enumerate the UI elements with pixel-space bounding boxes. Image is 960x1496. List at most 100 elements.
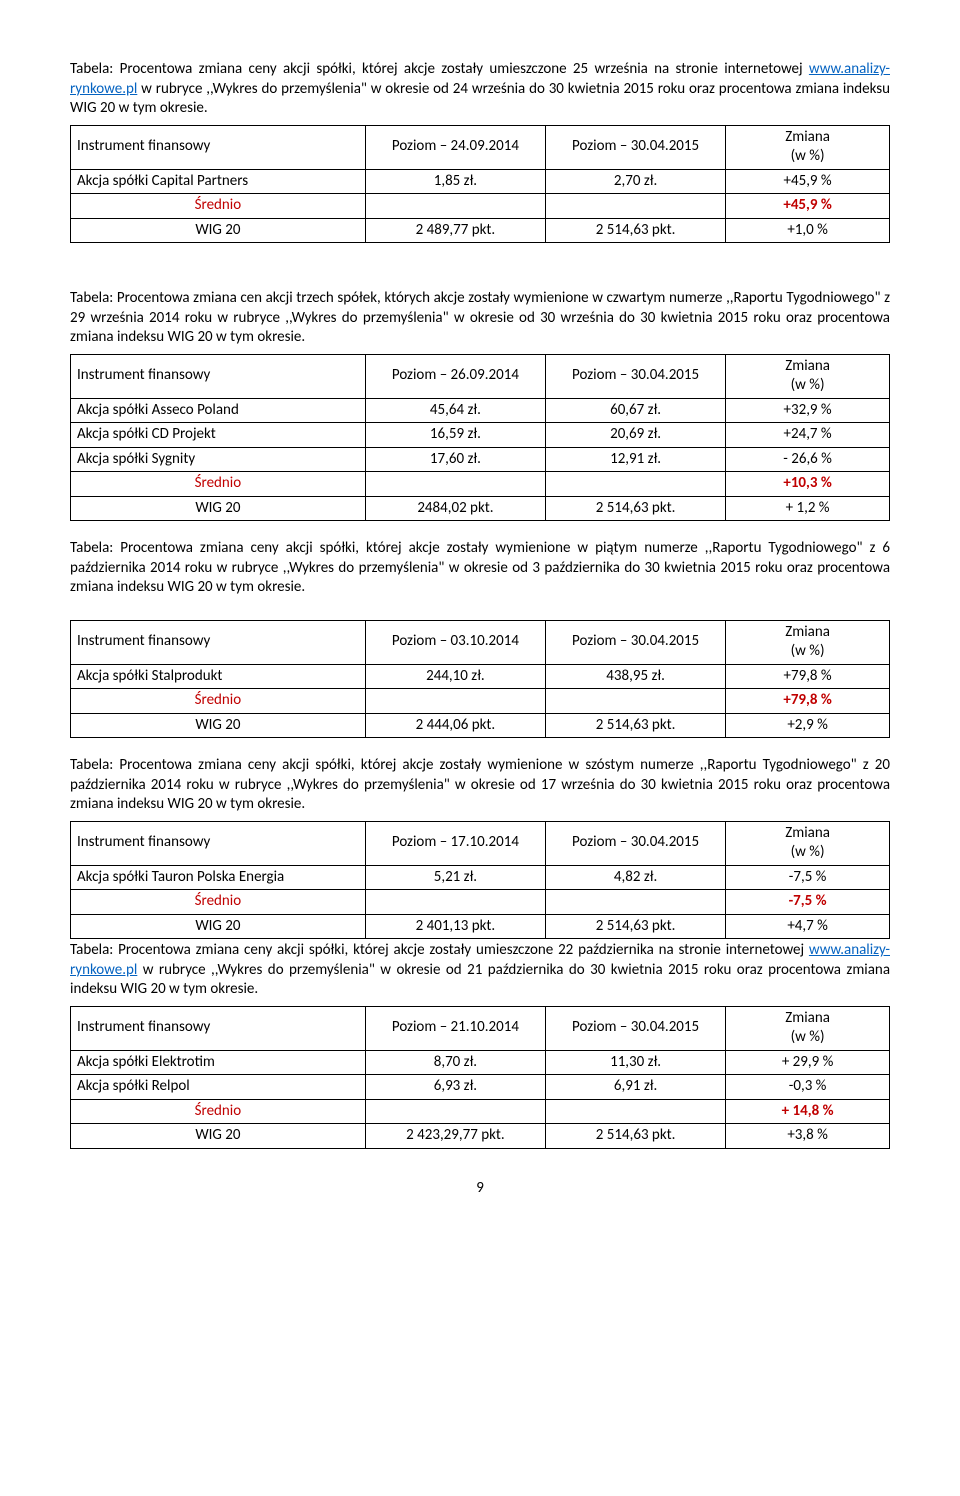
column-header: Poziom – 03.10.2014	[365, 620, 545, 664]
table-cell: 5,21 zł.	[365, 865, 545, 890]
data-table: Instrument finansowyPoziom – 21.10.2014P…	[70, 1006, 890, 1149]
table-cell: + 29,9 %	[726, 1050, 890, 1075]
wig-row: WIG 202484,02 pkt.2 514,63 pkt.+ 1,2 %	[71, 496, 890, 521]
table-cell: Akcja spółki Elektrotim	[71, 1050, 366, 1075]
table-cell: - 26,6 %	[726, 447, 890, 472]
srednio-label: Średnio	[71, 1099, 366, 1124]
table-cell: +4,7 %	[726, 914, 890, 939]
table-cell: +2,9 %	[726, 713, 890, 738]
table-cell: Akcja spółki Asseco Poland	[71, 398, 366, 423]
srednio-row: Średnio +10,3 %	[71, 472, 890, 497]
table-cell: 12,91 zł.	[546, 447, 726, 472]
table-cell: +32,9 %	[726, 398, 890, 423]
table-cell: Akcja spółki Stalprodukt	[71, 664, 366, 689]
table-cell: 2 423,29,77 pkt.	[365, 1124, 545, 1149]
srednio-label: Średnio	[71, 472, 366, 497]
srednio-row: Średnio + 14,8 %	[71, 1099, 890, 1124]
table-cell: Akcja spółki Sygnity	[71, 447, 366, 472]
table-row: Akcja spółki Sygnity17,60 zł.12,91 zł.- …	[71, 447, 890, 472]
column-header: Poziom – 30.04.2015	[546, 354, 726, 398]
table-intro: Tabela: Procentowa zmiana ceny akcji spó…	[70, 539, 890, 598]
column-header: Poziom – 24.09.2014	[365, 125, 545, 169]
table-cell: 11,30 zł.	[546, 1050, 726, 1075]
column-header: Poziom – 26.09.2014	[365, 354, 545, 398]
table-cell: 6,91 zł.	[546, 1075, 726, 1100]
column-header: Zmiana(w %)	[726, 1006, 890, 1050]
table-cell: 1,85 zł.	[365, 169, 545, 194]
table-cell: WIG 20	[71, 218, 366, 243]
table-row: Akcja spółki Tauron Polska Energia5,21 z…	[71, 865, 890, 890]
table-cell: 2,70 zł.	[546, 169, 726, 194]
table-cell: 2 514,63 pkt.	[546, 218, 726, 243]
table-cell: -7,5 %	[726, 865, 890, 890]
column-header: Poziom – 30.04.2015	[546, 821, 726, 865]
table-cell: 2 514,63 pkt.	[546, 713, 726, 738]
srednio-label: Średnio	[71, 689, 366, 714]
table-row: Akcja spółki Capital Partners1,85 zł.2,7…	[71, 169, 890, 194]
column-header: Instrument finansowy	[71, 821, 366, 865]
column-header: Poziom – 17.10.2014	[365, 821, 545, 865]
table-cell: WIG 20	[71, 1124, 366, 1149]
table-cell: 2 444,06 pkt.	[365, 713, 545, 738]
table-intro: Tabela: Procentowa zmiana cen akcji trze…	[70, 289, 890, 348]
table-row: Akcja spółki Elektrotim8,70 zł.11,30 zł.…	[71, 1050, 890, 1075]
table-cell: 6,93 zł.	[365, 1075, 545, 1100]
table-intro: Tabela: Procentowa zmiana ceny akcji spó…	[70, 60, 890, 119]
table-cell: 2 401,13 pkt.	[365, 914, 545, 939]
column-header: Poziom – 30.04.2015	[546, 1006, 726, 1050]
column-header: Instrument finansowy	[71, 354, 366, 398]
table-cell: WIG 20	[71, 914, 366, 939]
column-header: Poziom – 30.04.2015	[546, 125, 726, 169]
srednio-row: Średnio +45,9 %	[71, 194, 890, 219]
table-cell: 2484,02 pkt.	[365, 496, 545, 521]
srednio-row: Średnio-7,5 %	[71, 890, 890, 915]
table-cell: WIG 20	[71, 496, 366, 521]
table-cell: -0,3 %	[726, 1075, 890, 1100]
srednio-value: +10,3 %	[726, 472, 890, 497]
table-cell: WIG 20	[71, 713, 366, 738]
table-cell: +79,8 %	[726, 664, 890, 689]
table-cell: 2 514,63 pkt.	[546, 496, 726, 521]
table-cell: 438,95 zł.	[546, 664, 726, 689]
data-table: Instrument finansowyPoziom – 03.10.2014P…	[70, 620, 890, 739]
column-header: Zmiana(w %)	[726, 620, 890, 664]
column-header: Zmiana(w %)	[726, 821, 890, 865]
table-intro: Tabela: Procentowa zmiana ceny akcji spó…	[70, 941, 890, 1000]
table-cell: 2 489,77 pkt.	[365, 218, 545, 243]
table-cell: + 1,2 %	[726, 496, 890, 521]
table-intro: Tabela: Procentowa zmiana ceny akcji spó…	[70, 756, 890, 815]
srednio-value: -7,5 %	[726, 890, 890, 915]
column-header: Zmiana(w %)	[726, 125, 890, 169]
link-analizy-rynkowe[interactable]: www.analizy-rynkowe.pl	[70, 941, 890, 979]
page-number: 9	[70, 1179, 890, 1199]
data-table: Instrument finansowyPoziom – 24.09.2014P…	[70, 125, 890, 244]
table-cell: +1,0 %	[726, 218, 890, 243]
srednio-label: Średnio	[71, 194, 366, 219]
table-cell: 45,64 zł.	[365, 398, 545, 423]
table-row: Akcja spółki CD Projekt16,59 zł.20,69 zł…	[71, 423, 890, 448]
table-cell: Akcja spółki Tauron Polska Energia	[71, 865, 366, 890]
table-row: Akcja spółki Asseco Poland45,64 zł.60,67…	[71, 398, 890, 423]
table-row: Akcja spółki Stalprodukt244,10 zł.438,95…	[71, 664, 890, 689]
column-header: Zmiana(w %)	[726, 354, 890, 398]
column-header: Instrument finansowy	[71, 620, 366, 664]
table-cell: 60,67 zł.	[546, 398, 726, 423]
srednio-value: +45,9 %	[726, 194, 890, 219]
table-cell: Akcja spółki CD Projekt	[71, 423, 366, 448]
table-cell: 2 514,63 pkt.	[546, 914, 726, 939]
srednio-value: + 14,8 %	[726, 1099, 890, 1124]
srednio-value: +79,8 %	[726, 689, 890, 714]
table-cell: 16,59 zł.	[365, 423, 545, 448]
table-cell: Akcja spółki Relpol	[71, 1075, 366, 1100]
srednio-row: Średnio +79,8 %	[71, 689, 890, 714]
table-cell: 20,69 zł.	[546, 423, 726, 448]
data-table: Instrument finansowyPoziom – 17.10.2014P…	[70, 821, 890, 940]
wig-row: WIG 202 401,13 pkt.2 514,63 pkt.+4,7 %	[71, 914, 890, 939]
link-analizy-rynkowe[interactable]: www.analizy-rynkowe.pl	[70, 60, 890, 98]
wig-row: WIG 202 444,06 pkt.2 514,63 pkt.+2,9 %	[71, 713, 890, 738]
column-header: Instrument finansowy	[71, 1006, 366, 1050]
wig-row: WIG 202 423,29,77 pkt.2 514,63 pkt.+3,8 …	[71, 1124, 890, 1149]
table-cell: 17,60 zł.	[365, 447, 545, 472]
table-cell: 244,10 zł.	[365, 664, 545, 689]
table-cell: 2 514,63 pkt.	[546, 1124, 726, 1149]
